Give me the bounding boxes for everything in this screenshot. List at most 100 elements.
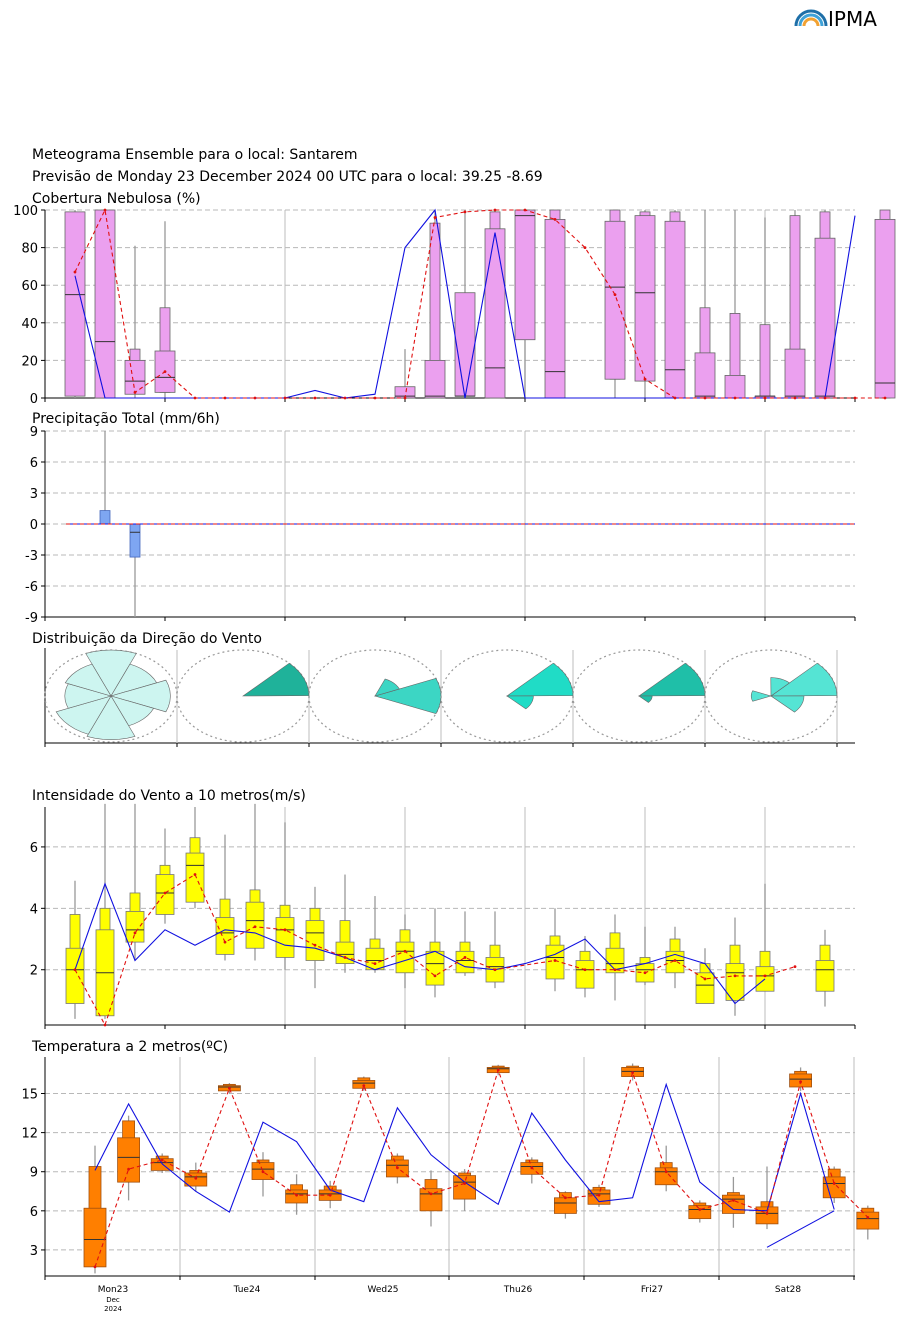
- mean-point: [765, 1212, 769, 1215]
- mean-point: [160, 1158, 164, 1162]
- y-tick-label: -6: [25, 580, 38, 595]
- mean-line: [74, 873, 796, 1027]
- mean-point: [433, 974, 437, 978]
- mean-point: [733, 396, 737, 400]
- box: [664, 220, 686, 399]
- box: [695, 972, 715, 1004]
- mean-point: [283, 396, 287, 400]
- mean-point: [583, 968, 587, 972]
- box: [545, 944, 565, 980]
- rose-sector: [373, 678, 442, 714]
- mean-point: [523, 208, 527, 212]
- mean-point: [733, 974, 737, 978]
- control-line: [766, 1210, 835, 1248]
- mean-point: [613, 968, 617, 972]
- date-label: Tue24: [233, 1285, 261, 1295]
- mean-point: [643, 377, 647, 381]
- box: [554, 1197, 577, 1214]
- box: [129, 523, 141, 558]
- mean-point: [373, 396, 377, 400]
- wind-speed-panel: Intensidade do Vento a 10 metros(m/s) 2 4 6: [30, 788, 856, 1029]
- box: [784, 348, 806, 399]
- rose-sector: [109, 679, 171, 713]
- mean-point: [664, 1170, 668, 1174]
- mean-point: [883, 396, 887, 400]
- mean-point: [223, 396, 227, 400]
- rose-sector: [506, 695, 534, 710]
- mean-point: [496, 1068, 500, 1072]
- mean-point: [763, 974, 767, 978]
- cloud-cover-panel: Cobertura Nebulosa (%) 0 20 40 60 80 100: [13, 191, 896, 407]
- mean-point: [698, 1208, 702, 1211]
- header-line-2: Previsão de Monday 23 December 2024 00 U…: [32, 169, 543, 185]
- box: [815, 960, 835, 992]
- rose-sector: [64, 683, 113, 709]
- box: [245, 901, 265, 949]
- y-tick-label: -3: [25, 549, 38, 564]
- box: [335, 941, 355, 964]
- rose-sector: [55, 695, 112, 735]
- box: [305, 920, 325, 961]
- panel-title: Distribuição da Direção do Vento: [32, 631, 262, 647]
- mean-line: [74, 208, 885, 399]
- mean-point: [373, 962, 377, 965]
- y-tick-label: 4: [30, 902, 38, 917]
- mean-point: [583, 246, 587, 250]
- box: [83, 1207, 107, 1268]
- y-tick-label: 9: [30, 425, 38, 440]
- panel-title: Intensidade do Vento a 10 metros(m/s): [32, 788, 306, 804]
- panel-title: Precipitação Total (mm/6h): [32, 411, 220, 427]
- rose-sector: [770, 695, 805, 713]
- box: [117, 1137, 140, 1183]
- box: [665, 950, 685, 974]
- box: [822, 1176, 846, 1199]
- mean-point: [403, 396, 407, 400]
- y-tick-label: 0: [30, 392, 38, 407]
- control-line: [74, 208, 856, 399]
- y-tick-label: 20: [21, 354, 38, 369]
- box: [425, 950, 445, 986]
- box: [419, 1188, 443, 1212]
- y-tick-label: 12: [21, 1127, 38, 1142]
- box: [724, 375, 746, 399]
- rose-sector: [374, 678, 400, 697]
- mean-point: [763, 396, 767, 400]
- mean-point: [127, 1167, 130, 1171]
- rose-sector: [506, 662, 574, 697]
- panel-title: Temperatura a 2 metros(ºC): [31, 1039, 228, 1055]
- box: [484, 228, 506, 399]
- mean-point: [313, 396, 317, 400]
- ipma-logo-text: IPMA: [828, 7, 877, 31]
- box: [514, 209, 536, 341]
- box: [814, 237, 836, 399]
- box: [124, 359, 146, 395]
- rose-sector: [110, 695, 155, 727]
- mean-point: [403, 949, 407, 953]
- y-tick-label: 80: [21, 242, 38, 257]
- rose-outline: [440, 649, 574, 743]
- mean-point: [853, 396, 857, 400]
- mean-point: [793, 965, 797, 969]
- mean-point: [194, 1176, 198, 1180]
- mean-point: [493, 968, 497, 972]
- precipitation-panel: Precipitação Total (mm/6h) -9 -6 -3 0 3 6 9: [25, 411, 856, 626]
- y-tick-label: 40: [21, 317, 38, 332]
- mean-point: [553, 959, 557, 962]
- y-tick-label: 3: [30, 487, 38, 502]
- box: [215, 917, 235, 955]
- mean-point: [73, 270, 77, 274]
- mean-point: [429, 1192, 433, 1196]
- date-label: Fri27: [641, 1285, 663, 1295]
- rose-sector: [638, 695, 653, 703]
- box: [99, 510, 111, 525]
- mean-point: [223, 940, 227, 944]
- rose-sector: [242, 662, 310, 697]
- mean-point: [463, 1182, 466, 1185]
- rose-sector: [750, 690, 773, 702]
- mean-point: [530, 1166, 534, 1170]
- mean-point: [193, 873, 197, 876]
- header-line-1: Meteograma Ensemble para o local: Santar…: [32, 147, 358, 163]
- rose-sector: [85, 649, 137, 697]
- mean-point: [732, 1198, 735, 1202]
